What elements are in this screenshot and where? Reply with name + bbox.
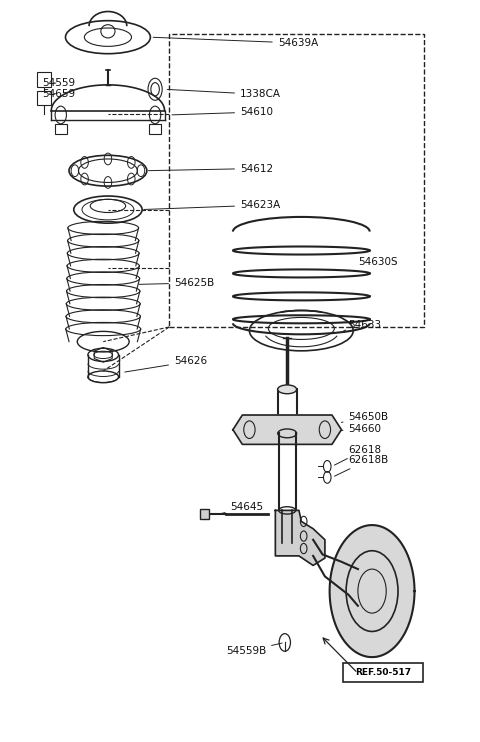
Text: 54559B: 54559B <box>226 643 282 656</box>
Text: 54630S: 54630S <box>358 257 397 274</box>
Polygon shape <box>233 415 341 444</box>
Text: 54625B: 54625B <box>139 278 214 288</box>
Text: 54633: 54633 <box>344 320 382 331</box>
Polygon shape <box>276 510 325 565</box>
Text: 54650B: 54650B <box>341 413 389 422</box>
Text: 54623A: 54623A <box>144 200 280 210</box>
Text: 54610: 54610 <box>172 107 273 117</box>
Text: 54660: 54660 <box>341 424 382 434</box>
Bar <box>149 125 161 134</box>
Text: 54612: 54612 <box>148 163 273 174</box>
Bar <box>200 509 209 519</box>
Text: REF.50-517: REF.50-517 <box>355 668 411 677</box>
Text: 62618: 62618 <box>335 444 382 465</box>
Bar <box>55 125 67 134</box>
Polygon shape <box>330 525 415 657</box>
Text: 54626: 54626 <box>125 356 207 372</box>
Text: 54659: 54659 <box>42 89 75 99</box>
Text: 1338CA: 1338CA <box>168 89 281 99</box>
Text: 54645: 54645 <box>221 502 264 513</box>
Text: 62618B: 62618B <box>335 455 389 476</box>
Bar <box>37 91 51 105</box>
Text: 54639A: 54639A <box>153 37 318 48</box>
Ellipse shape <box>278 385 297 394</box>
Text: 54559: 54559 <box>42 79 75 88</box>
FancyBboxPatch shape <box>343 663 422 682</box>
Bar <box>37 73 51 87</box>
